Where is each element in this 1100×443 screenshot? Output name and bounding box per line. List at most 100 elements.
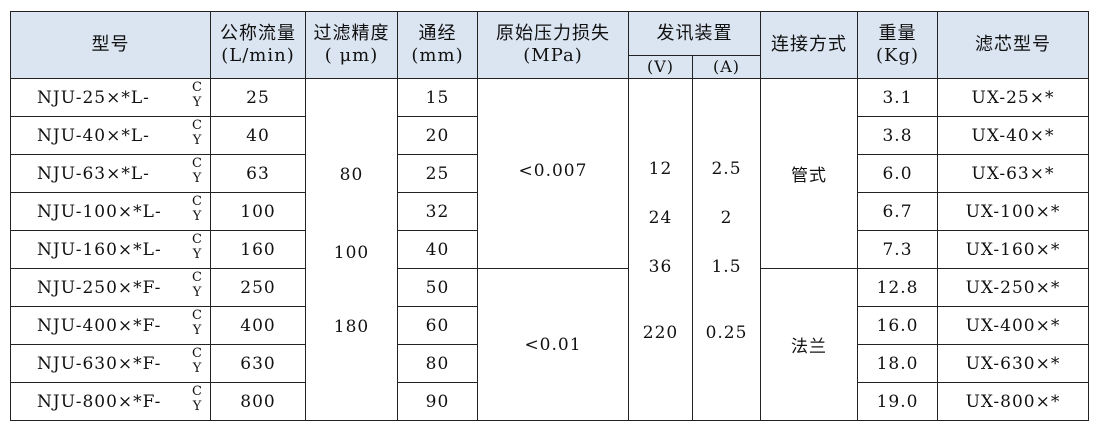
model-cell: NJU-800×*F- C Y — [10, 382, 211, 421]
suffix-y: Y — [192, 399, 202, 414]
volt-value: 12 — [648, 159, 673, 179]
suffix-c: C — [192, 270, 202, 285]
suffix-c: C — [192, 308, 202, 323]
amp-value: 2.5 — [711, 159, 742, 179]
suffix-c: C — [192, 232, 202, 247]
header-signal: 发讯装置 — [628, 11, 761, 56]
element-cell: UX-100×* — [937, 192, 1089, 231]
suffix-c: C — [192, 384, 202, 399]
table-row: NJU-160×*L- C Y 160 40 7.3 UX-160×* — [10, 230, 1089, 269]
header-precision: 过滤精度( μm) — [305, 11, 398, 79]
model-cell: NJU-100×*L- C Y — [10, 192, 211, 231]
connection-cell: 管式 — [760, 78, 858, 269]
header-bore: 通经 (mm) — [397, 11, 478, 79]
pressure-cell: <0.01 — [477, 268, 629, 421]
precision-label: 过滤精度 — [313, 23, 390, 44]
flow-cell: 40 — [210, 116, 306, 155]
amp-value: 1.5 — [711, 257, 742, 277]
spec-table: 型号 公称流量 (L/min) 过滤精度( μm) 通经 (mm) 原始压力损失 (M… — [10, 11, 1089, 421]
bore-cell: 90 — [397, 382, 478, 421]
flow-unit: (L/min) — [221, 45, 295, 66]
flow-cell: 25 — [210, 78, 306, 117]
model-cell: NJU-400×*F- C Y — [10, 306, 211, 345]
model-text: NJU-800×*F- — [37, 391, 162, 412]
precision-value: 180 — [333, 317, 370, 337]
bore-cell: 50 — [397, 268, 478, 307]
connection-cell: 法兰 — [760, 268, 858, 421]
model-cell: NJU-40×*L- C Y — [10, 116, 211, 155]
bore-cell: 40 — [397, 230, 478, 269]
precision-value: 80 — [339, 165, 364, 185]
model-text: NJU-100×*L- — [37, 201, 162, 222]
precision-unit: ( μm) — [324, 45, 379, 66]
suffix-y: Y — [192, 171, 202, 186]
header-flow: 公称流量 (L/min) — [210, 11, 306, 79]
model-cell: NJU-160×*L- C Y — [10, 230, 211, 269]
bore-cell: 20 — [397, 116, 478, 155]
bore-unit: (mm) — [411, 45, 464, 66]
suffix-c: C — [192, 194, 202, 209]
model-text: NJU-250×*F- — [37, 277, 162, 298]
header-element: 滤芯型号 — [937, 11, 1089, 79]
element-cell: UX-63×* — [937, 154, 1089, 193]
flow-cell: 630 — [210, 344, 306, 383]
suffix-y: Y — [192, 95, 202, 110]
bore-cell: 80 — [397, 344, 478, 383]
flow-cell: 800 — [210, 382, 306, 421]
suffix-c: C — [192, 346, 202, 361]
amp-value: 0.25 — [705, 323, 748, 343]
model-cell: NJU-250×*F- C Y — [10, 268, 211, 307]
model-cell: NJU-25×*L- C Y — [10, 78, 211, 117]
pressure-cell: <0.007 — [477, 78, 629, 269]
weight-cell: 6.0 — [857, 154, 938, 193]
volt-value: 24 — [648, 208, 673, 228]
flow-cell: 63 — [210, 154, 306, 193]
precision-value: 100 — [333, 243, 370, 263]
suffix-c: C — [192, 80, 202, 95]
weight-cell: 3.8 — [857, 116, 938, 155]
model-cell: NJU-630×*F- C Y — [10, 344, 211, 383]
element-cell: UX-250×* — [937, 268, 1089, 307]
bore-cell: 60 — [397, 306, 478, 345]
bore-cell: 15 — [397, 78, 478, 117]
model-text: NJU-63×*L- — [37, 163, 150, 184]
suffix-c: C — [192, 118, 202, 133]
weight-cell: 6.7 — [857, 192, 938, 231]
header-weight: 重量 (Kg) — [857, 11, 938, 79]
element-cell: UX-25×* — [937, 78, 1089, 117]
bore-cell: 25 — [397, 154, 478, 193]
precision-cell: 80 100 180 — [305, 78, 398, 421]
model-cell: NJU-63×*L- C Y — [10, 154, 211, 193]
header-connection: 连接方式 — [760, 11, 858, 79]
table-row: NJU-25×*L- C Y 25 80 100 180 15 <0.007 12 24 36… — [10, 78, 1089, 421]
element-cell: UX-400×* — [937, 306, 1089, 345]
header-pressure: 原始压力损失 (MPa) — [477, 11, 629, 79]
suffix-y: Y — [192, 247, 202, 262]
table-row: NJU-400×*F- C Y 400 60 16.0 UX-400×* — [10, 306, 1089, 345]
table-row: NJU-800×*F- C Y 800 90 19.0 UX-800×* — [10, 382, 1089, 421]
table-row: NJU-40×*L- C Y 40 20 3.8 UX-40×* — [10, 116, 1089, 155]
model-text: NJU-25×*L- — [37, 87, 150, 108]
pressure-unit: (MPa) — [523, 45, 583, 66]
model-text: NJU-630×*F- — [37, 353, 162, 374]
header-amp: (A) — [692, 55, 761, 79]
weight-cell: 18.0 — [857, 344, 938, 383]
model-text: NJU-400×*F- — [37, 315, 162, 336]
weight-cell: 7.3 — [857, 230, 938, 269]
amp-value: 2 — [720, 208, 733, 228]
model-text: NJU-160×*L- — [37, 239, 162, 260]
flow-cell: 250 — [210, 268, 306, 307]
model-text: NJU-40×*L- — [37, 125, 150, 146]
bore-label: 通经 — [418, 23, 457, 44]
table-row: NJU-630×*F- C Y 630 80 18.0 UX-630×* — [10, 344, 1089, 383]
element-cell: UX-40×* — [937, 116, 1089, 155]
volt-value: 220 — [642, 323, 679, 343]
table-row: NJU-250×*F- C Y 250 50 <0.01 法兰 12.8 UX-250×* — [10, 268, 1089, 421]
